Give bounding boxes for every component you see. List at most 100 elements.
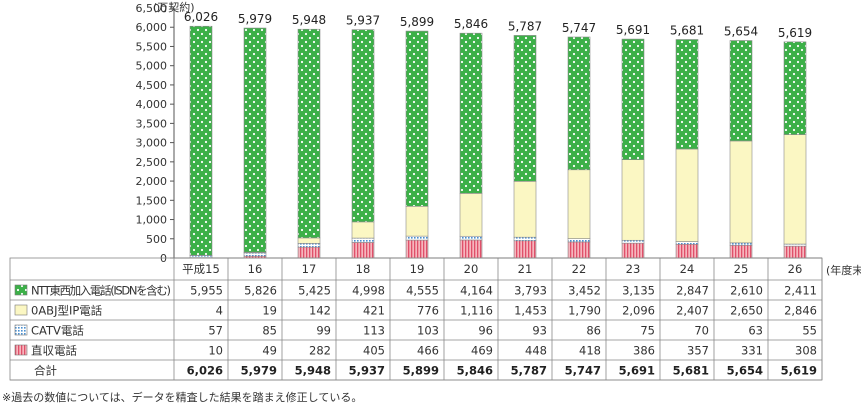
bar-segment-catv [567, 238, 591, 243]
bar-segment-ntt [405, 30, 429, 207]
table-row-ip: 0ABJ型IP電話 4 19 142 421 776 1,116 1,453 1,790 2,09… [14, 304, 817, 318]
table-cell: 3,793 [514, 284, 547, 298]
x-category-label: 25 [734, 262, 749, 276]
x-category-label: 平成15 [182, 262, 220, 276]
table-cell: 55 [802, 324, 817, 338]
y-tick-label: 3,500 [136, 117, 168, 130]
table-cell-total: 5,619 [781, 364, 817, 378]
bar-total-label: 5,979 [238, 12, 272, 26]
table-cell: 469 [471, 344, 493, 358]
table-row-direct: 直収電話 10 49 282 405 466 469 448 418 386 357 331 308 [14, 344, 817, 358]
table-cell-total: 6,026 [187, 364, 223, 378]
table-cell: 103 [417, 324, 439, 338]
x-category-label: 22 [572, 262, 587, 276]
table-cell-total: 5,691 [619, 364, 655, 378]
bar-total-label: 5,691 [616, 23, 650, 37]
table-cell: 1,453 [514, 304, 547, 318]
x-category-label: 19 [410, 262, 425, 276]
table-cell: 282 [309, 344, 331, 358]
bar-segment-direct [297, 246, 321, 259]
bar-segment-ntt [675, 39, 699, 150]
y-tick-label: 500 [146, 233, 167, 246]
table-cell: 93 [532, 324, 547, 338]
table-cell: 4,998 [352, 284, 385, 298]
bar-segment-direct [621, 242, 645, 259]
x-category-label: 18 [356, 262, 371, 276]
table-cell: 2,650 [730, 304, 763, 318]
table-cell: 142 [309, 304, 331, 318]
table-cell: 85 [262, 324, 277, 338]
bar-segment-ip [405, 205, 429, 237]
table-cell: 2,096 [622, 304, 655, 318]
table-cell: 5,425 [298, 284, 331, 298]
table-cell: 5,955 [190, 284, 223, 298]
bar-segment-ntt [783, 41, 807, 135]
table-cell: 405 [363, 344, 385, 358]
bar-segment-ip [621, 159, 645, 241]
bar-segment-direct [729, 244, 753, 259]
table-cell: 4 [216, 304, 223, 318]
bar-segment-ntt [351, 29, 375, 223]
table-cell-total: 5,681 [673, 364, 709, 378]
table-cell: 63 [748, 324, 763, 338]
legend-swatch [14, 344, 28, 356]
table-cell: 776 [417, 304, 439, 318]
y-tick-label: 1,000 [136, 214, 168, 227]
bar-segment-ip [351, 221, 375, 239]
bar-segment-ntt [513, 35, 537, 182]
bar-segment-ip [297, 237, 321, 244]
x-category-label: 26 [788, 262, 803, 276]
table-row-catv: CATV電話 57 85 99 113 103 96 93 86 75 70 63 55 [14, 324, 817, 338]
bar-segment-catv [297, 243, 321, 248]
legend-label: 直収電話 [31, 344, 77, 358]
y-tick-label: 5,000 [136, 60, 168, 73]
bar-segment-ip [513, 181, 537, 238]
table-cell-total: 5,747 [565, 364, 601, 378]
table-cell: 49 [262, 344, 277, 358]
table-cell: 2,846 [784, 304, 817, 318]
table-cell: 4,555 [406, 284, 439, 298]
y-tick-label: 0 [160, 252, 167, 265]
table-cell: 386 [633, 344, 655, 358]
bar-segment-direct [567, 241, 591, 259]
table-cell: 1,116 [460, 304, 493, 318]
table-cell-total: 5,846 [457, 364, 493, 378]
table-cell: 75 [640, 324, 655, 338]
bar-segment-direct [405, 239, 429, 259]
footnote: ※過去の数値については、データを精査した結果を踏まえ修正している。 [2, 391, 363, 404]
table-cell: 5,826 [244, 284, 277, 298]
bar-total-label: 5,681 [670, 24, 704, 38]
y-tick-label: 1,500 [136, 194, 168, 207]
y-tick-label: 6,500 [136, 2, 168, 15]
bar-total-label: 5,846 [454, 17, 488, 31]
table-cell: 2,610 [730, 284, 763, 298]
table-cell: 331 [741, 344, 763, 358]
bar-segment-ip [567, 169, 591, 239]
table-cell-total: 5,899 [403, 364, 439, 378]
table-cell: 57 [208, 324, 223, 338]
table-row-ntt: NTT東西加入電話(ISDNを含む) 5,955 5,826 5,425 4,998 4,… [14, 284, 817, 298]
x-category-label: 24 [680, 262, 695, 276]
x-category-label: 16 [248, 262, 263, 276]
table-cell: 2,407 [676, 304, 709, 318]
y-unit-label: (万契約) [153, 0, 195, 14]
total-label: 合計 [34, 364, 57, 378]
table-cell: 19 [262, 304, 277, 318]
bar-segment-catv [729, 242, 753, 246]
x-unit-label: (年度末) [826, 263, 861, 277]
x-category-label: 20 [464, 262, 479, 276]
bar-total-label: 5,787 [508, 19, 542, 33]
y-tick-label: 4,000 [136, 98, 168, 111]
table-cell: 2,411 [784, 284, 817, 298]
table-cell: 10 [208, 344, 223, 358]
table-cell: 70 [694, 324, 709, 338]
table-cell: 2,847 [676, 284, 709, 298]
table-row-total: 合計 6,026 5,979 5,948 5,937 5,899 5,846 5,787 5,7… [34, 364, 817, 378]
y-tick-label: 2,000 [136, 175, 168, 188]
bar-total-label: 5,619 [778, 26, 812, 40]
legend-swatch [14, 324, 28, 336]
bar-segment-ip [729, 140, 753, 244]
bar-segment-ntt [621, 38, 645, 160]
bar-total-label: 6,026 [184, 10, 218, 24]
